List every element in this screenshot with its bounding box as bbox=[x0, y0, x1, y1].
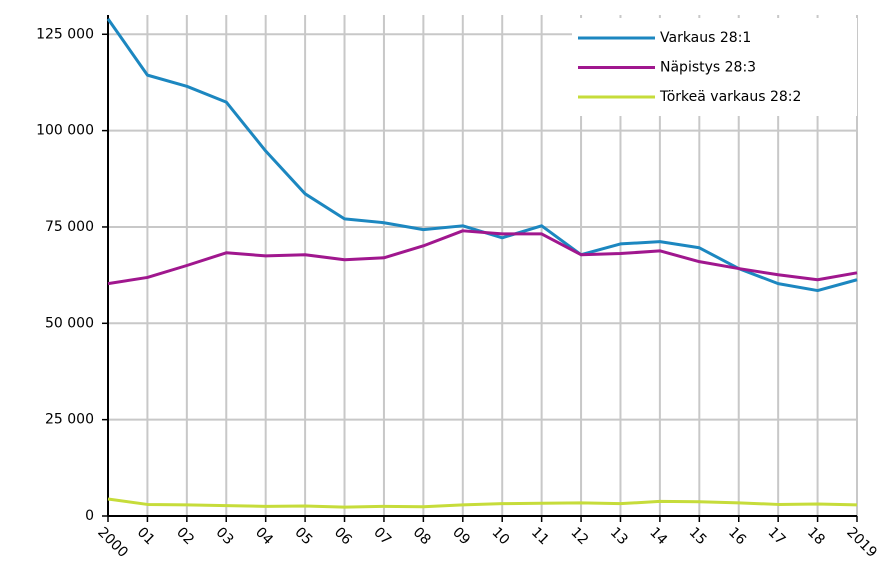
x-tick-label: 16 bbox=[725, 524, 749, 548]
x-tick-label: 14 bbox=[646, 524, 670, 548]
x-tick-label: 2000 bbox=[94, 524, 131, 561]
x-tick-label: 13 bbox=[607, 524, 631, 548]
legend-label: Törkeä varkaus 28:2 bbox=[659, 89, 801, 105]
y-tick-label: 125 000 bbox=[36, 26, 94, 42]
y-tick-label: 25 000 bbox=[45, 412, 94, 428]
x-tick-label: 11 bbox=[528, 524, 552, 548]
x-tick-label: 04 bbox=[252, 524, 276, 548]
x-tick-label: 09 bbox=[449, 524, 473, 548]
y-tick-label: 100 000 bbox=[36, 123, 94, 139]
x-tick-label: 05 bbox=[291, 524, 315, 548]
x-tick-label: 01 bbox=[134, 524, 158, 548]
y-tick-label: 50 000 bbox=[45, 315, 94, 331]
x-tick-label: 12 bbox=[567, 524, 591, 548]
x-tick-label: 03 bbox=[213, 524, 237, 548]
legend-label: Näpistys 28:3 bbox=[660, 60, 756, 76]
series-line bbox=[107, 497, 858, 509]
x-tick-label: 2019 bbox=[843, 524, 880, 561]
x-tick-label: 02 bbox=[173, 524, 197, 548]
x-tick-label: 18 bbox=[804, 524, 828, 548]
series-line bbox=[107, 229, 858, 286]
x-tick-label: 06 bbox=[331, 524, 355, 548]
x-tick-label: 07 bbox=[370, 524, 394, 548]
x-tick-label: 10 bbox=[489, 524, 513, 548]
x-tick-label: 08 bbox=[410, 524, 434, 548]
x-tick-label: 15 bbox=[686, 524, 710, 548]
y-tick-label: 75 000 bbox=[45, 219, 94, 235]
y-tick-label: 0 bbox=[85, 508, 94, 524]
x-tick-label: 17 bbox=[765, 524, 789, 548]
legend-label: Varkaus 28:1 bbox=[660, 30, 751, 46]
